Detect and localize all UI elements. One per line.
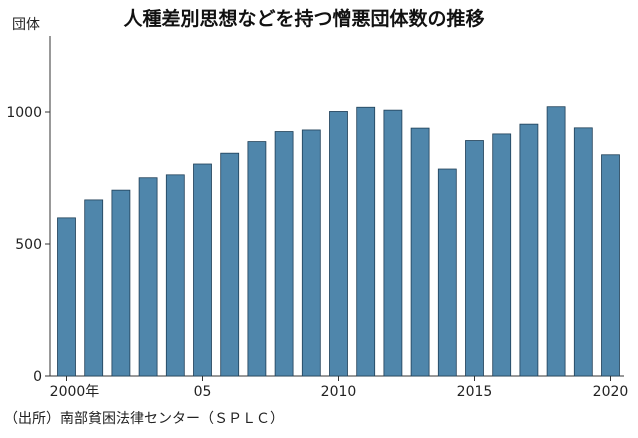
- source-note: （出所）南部貧困法律センター（ＳＰＬＣ）: [4, 411, 284, 427]
- bar-2013: [410, 127, 430, 377]
- bar-2010: [329, 111, 348, 377]
- x-tick-label: 2015: [457, 384, 493, 400]
- bar-2009: [301, 129, 321, 377]
- bar-2017: [519, 123, 539, 377]
- y-tick-label: 1000: [6, 105, 42, 121]
- x-tick-label: 2000年: [50, 384, 100, 400]
- bar-2019: [573, 127, 593, 377]
- bar-2012: [383, 109, 403, 377]
- bar-2016: [492, 133, 512, 377]
- bars: [57, 106, 620, 377]
- chart-title: 人種差別思想などを持つ憎悪団体数の推移: [123, 7, 484, 30]
- x-tick-label: 05: [194, 384, 212, 400]
- bar-2011: [356, 106, 376, 377]
- x-tick-label: 2010: [321, 384, 357, 400]
- bar-2003: [138, 177, 158, 377]
- bar-2015: [465, 140, 484, 377]
- bar-2020: [601, 154, 620, 377]
- bar-2018: [546, 106, 566, 377]
- bar-2000年: [57, 217, 76, 377]
- y-tick-label: 500: [15, 237, 42, 253]
- x-ticks: 2000年 05 2010 2015 2020: [50, 376, 629, 400]
- bar-2001: [84, 199, 104, 377]
- bar-2002: [111, 189, 131, 377]
- bar-2008: [274, 131, 294, 377]
- x-tick-label: 2020: [593, 384, 629, 400]
- y-ticks: 0 500 1000: [6, 105, 50, 385]
- bar-2007: [247, 141, 267, 377]
- bar-2005: [193, 163, 212, 377]
- bar-2006: [220, 152, 240, 377]
- bar-2004: [165, 174, 185, 377]
- y-tick-label: 0: [33, 369, 42, 385]
- y-axis-label: 団体: [12, 17, 40, 33]
- bar-2014: [437, 168, 457, 377]
